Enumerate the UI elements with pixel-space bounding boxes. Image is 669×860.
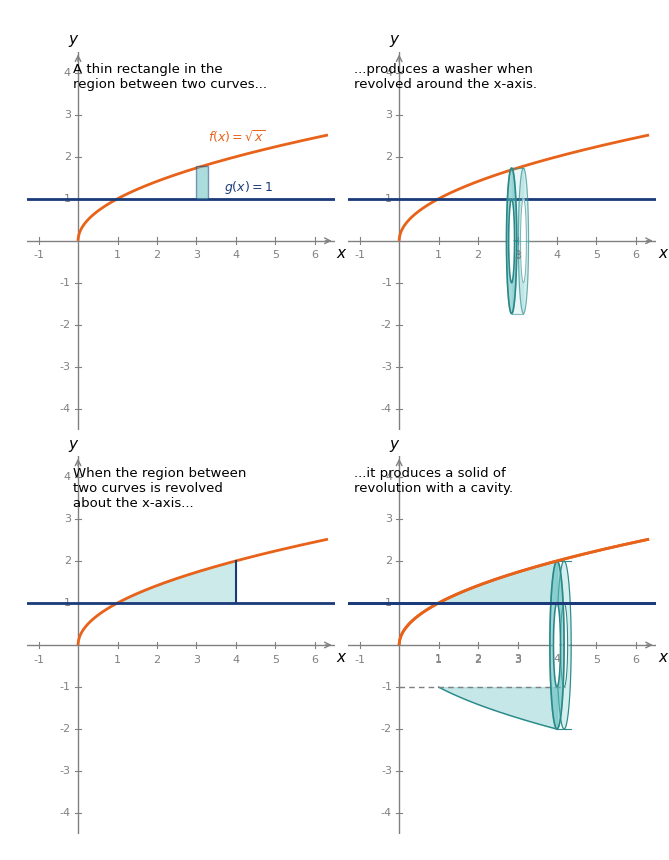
Text: 1: 1: [64, 194, 71, 204]
Text: $x$: $x$: [337, 650, 348, 665]
Bar: [197, 166, 208, 199]
Text: -2: -2: [60, 320, 71, 330]
Text: 5: 5: [272, 250, 279, 261]
Text: ...produces a washer when
revolved around the x-axis.: ...produces a washer when revolved aroun…: [354, 63, 537, 91]
Text: $y$: $y$: [68, 438, 79, 454]
Text: 2: 2: [385, 556, 392, 566]
Polygon shape: [520, 199, 527, 283]
Text: -2: -2: [381, 320, 392, 330]
Polygon shape: [550, 561, 564, 729]
Text: $x$: $x$: [337, 246, 348, 261]
Text: (a): (a): [170, 464, 191, 479]
Text: 3: 3: [385, 110, 392, 120]
Text: $y$: $y$: [389, 34, 400, 50]
Text: -4: -4: [381, 404, 392, 414]
Text: -1: -1: [60, 278, 71, 288]
Text: -1: -1: [381, 682, 392, 692]
Text: -4: -4: [60, 404, 71, 414]
Text: $y$: $y$: [68, 34, 79, 50]
Text: 5: 5: [272, 654, 279, 665]
Text: 4: 4: [64, 472, 71, 482]
Text: $x$: $x$: [658, 650, 669, 665]
Text: -1: -1: [33, 654, 44, 665]
Text: 2: 2: [474, 654, 482, 664]
Text: 3: 3: [193, 654, 200, 665]
Text: -1: -1: [354, 654, 365, 665]
Text: 3: 3: [385, 514, 392, 524]
Text: 2: 2: [474, 250, 482, 261]
Text: 2: 2: [153, 654, 161, 665]
Text: 5: 5: [593, 250, 600, 261]
Text: 3: 3: [193, 250, 200, 261]
Text: 1: 1: [435, 250, 442, 261]
Text: A thin rectangle in the
region between two curves...: A thin rectangle in the region between t…: [73, 63, 267, 91]
Text: 1: 1: [385, 194, 392, 204]
Text: -4: -4: [60, 808, 71, 818]
Text: 4: 4: [64, 68, 71, 77]
Text: 2: 2: [64, 556, 71, 566]
Text: -3: -3: [60, 362, 71, 372]
Text: When the region between
two curves is revolved
about the x-axis...: When the region between two curves is re…: [73, 467, 246, 510]
Text: 4: 4: [385, 68, 392, 77]
Text: -3: -3: [381, 766, 392, 776]
Text: -2: -2: [381, 724, 392, 734]
Text: -1: -1: [354, 250, 365, 261]
Text: 3: 3: [64, 514, 71, 524]
Text: -3: -3: [60, 766, 71, 776]
Text: -4: -4: [381, 808, 392, 818]
Text: 1: 1: [114, 250, 121, 261]
Text: 2: 2: [474, 654, 482, 665]
Polygon shape: [557, 561, 571, 729]
Text: 1: 1: [435, 654, 442, 665]
Text: 2: 2: [153, 250, 161, 261]
Text: 2: 2: [64, 151, 71, 162]
Polygon shape: [561, 603, 567, 687]
Text: 1: 1: [435, 654, 442, 664]
Text: -1: -1: [33, 250, 44, 261]
Polygon shape: [508, 199, 514, 283]
Polygon shape: [553, 603, 561, 687]
Text: 1: 1: [385, 598, 392, 608]
Text: 4: 4: [553, 654, 561, 664]
Text: 4: 4: [553, 250, 561, 261]
Text: -3: -3: [381, 362, 392, 372]
Text: 3: 3: [64, 110, 71, 120]
Text: 3: 3: [514, 654, 521, 664]
Polygon shape: [506, 168, 516, 314]
Text: 2: 2: [385, 151, 392, 162]
Text: $x$: $x$: [658, 246, 669, 261]
Text: 1: 1: [64, 598, 71, 608]
Text: $f(x) = \sqrt{x}$: $f(x) = \sqrt{x}$: [208, 128, 266, 145]
Text: 4: 4: [232, 250, 240, 261]
Text: 5: 5: [593, 654, 600, 665]
Text: 6: 6: [311, 654, 318, 665]
Text: 6: 6: [311, 250, 318, 261]
Text: 4: 4: [553, 654, 561, 665]
Text: ...it produces a solid of
revolution with a cavity.: ...it produces a solid of revolution wit…: [354, 467, 513, 495]
Text: -1: -1: [381, 278, 392, 288]
Text: -2: -2: [60, 724, 71, 734]
Text: 3: 3: [514, 654, 521, 665]
Text: 6: 6: [632, 250, 640, 261]
Text: $g(x) = 1$: $g(x) = 1$: [224, 179, 273, 196]
Text: -1: -1: [60, 682, 71, 692]
Text: $y$: $y$: [389, 438, 400, 454]
Polygon shape: [518, 168, 529, 314]
Text: 3: 3: [514, 250, 521, 261]
Text: (b): (b): [491, 464, 512, 479]
Text: 4: 4: [232, 654, 240, 665]
Text: 1: 1: [114, 654, 121, 665]
Text: 4: 4: [385, 472, 392, 482]
Text: 3: 3: [514, 251, 521, 261]
Text: 6: 6: [632, 654, 640, 665]
